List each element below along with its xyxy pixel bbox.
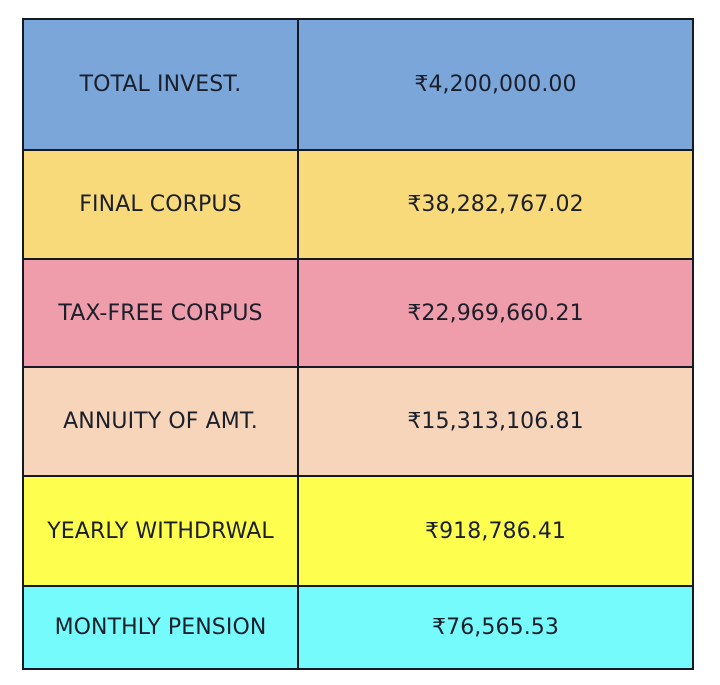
table-row-monthly-pension: MONTHLY PENSION ₹76,565.53 [24, 587, 692, 668]
value-cell: ₹38,282,767.02 [407, 192, 584, 217]
label-cell: TAX-FREE CORPUS [24, 260, 299, 366]
label-cell: FINAL CORPUS [24, 151, 299, 258]
table-row-tax-free-corpus: TAX-FREE CORPUS ₹22,969,660.21 [24, 260, 692, 368]
value-cell: ₹15,313,106.81 [407, 409, 584, 434]
table-row-yearly-withdrawal: YEARLY WITHDRWAL ₹918,786.41 [24, 477, 692, 587]
table-row-annuity: ANNUITY OF AMT. ₹15,313,106.81 [24, 368, 692, 477]
value-cell: ₹4,200,000.00 [414, 72, 577, 97]
value-cell: ₹22,969,660.21 [407, 300, 584, 326]
pension-summary-table: TOTAL INVEST. ₹4,200,000.00 FINAL CORPUS… [22, 18, 694, 670]
label-cell: MONTHLY PENSION [24, 587, 299, 668]
label-cell: YEARLY WITHDRWAL [24, 477, 299, 585]
table-row-total-invest: TOTAL INVEST. ₹4,200,000.00 [24, 20, 692, 151]
value-cell: ₹76,565.53 [432, 615, 559, 640]
label-cell: TOTAL INVEST. [24, 20, 299, 149]
table-row-final-corpus: FINAL CORPUS ₹38,282,767.02 [24, 151, 692, 260]
label-cell: ANNUITY OF AMT. [24, 368, 299, 475]
value-cell: ₹918,786.41 [424, 518, 567, 544]
